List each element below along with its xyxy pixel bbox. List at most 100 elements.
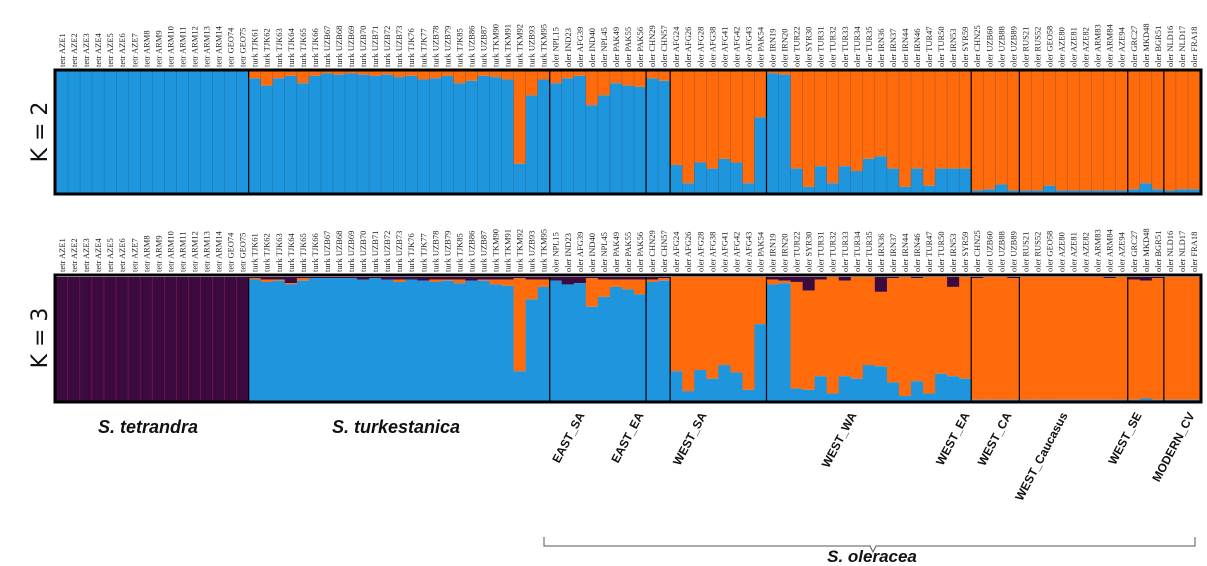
k2-bar-orange [1127,71,1141,190]
k2-bar-orange [1187,71,1201,190]
k2-sample-label: oler IRN36 [876,29,886,67]
k3-sample-label: oler TUR32 [828,231,838,272]
k2-bar-blue [1175,189,1189,193]
k3-label: K = 3 [28,308,53,369]
k3-bar-orange [658,278,671,281]
k3-bar-blue [465,280,478,401]
k2-bar-blue [1031,190,1044,193]
k2-bar-blue [718,158,731,193]
k3-sample-label: tetr ARM8 [141,235,151,272]
k3-bar-orange [272,279,286,281]
k2-sample-label: oler PAK54 [755,26,765,67]
k2-bar-orange [862,71,876,159]
k3-bar-orange [1175,277,1189,400]
k3-bar-blue [947,376,960,401]
k3-sample-label: turk TKM91 [503,229,513,272]
k3-bar-purple [1151,277,1165,279]
k3-sample-label: oler MKD48 [1141,228,1151,272]
k2-bar-blue [1163,190,1177,193]
k2-bar-orange [405,71,418,76]
k3-bar-orange [441,279,454,281]
k3-sample-label: oler CHN29 [647,230,657,272]
k2-sample-label: oler IRN44 [900,28,910,67]
k2-sample-label: oler NPL15 [551,27,561,67]
k3-bar-purple [441,277,454,280]
k2-bar-blue [357,74,370,193]
k2-sample-label: oler AFG38 [707,27,717,67]
k3-sample-labels: tetr AZE1 tetr AZE2 tetr AZE3 tetr AZE4 tetr… [57,228,1199,272]
k2-bar-orange [272,71,286,79]
k3-bar-blue [272,280,286,401]
k3-bar-purple [68,277,81,401]
k3-bar-blue [706,378,719,401]
k3-bar-blue [477,280,490,401]
k3-bar-blue [634,294,647,401]
k3-bar-orange [1031,277,1044,400]
k2-bar-blue [995,184,1008,193]
k2-sample-labels: tetr AZE1 tetr AZE2 tetr AZE3 tetr AZE4 tetr… [57,23,1199,67]
k2-panel: K = 2 [28,68,1203,196]
k2-bar-orange [874,71,888,157]
k2-bar-blue [128,71,141,193]
k3-bar-purple [296,277,310,279]
k2-sample-label: tetr ARM10 [165,26,175,67]
k3-bar-blue [441,280,454,401]
k2-bar-blue [1091,190,1104,193]
k2-bar-orange [369,71,382,76]
k3-bar-purple [284,277,298,284]
k2-bars [56,71,1201,193]
k2-bar-blue [923,185,936,193]
k2-sample-label: oler IRN37 [888,29,898,67]
k2-bar-orange [429,71,442,79]
k3-bar-orange [995,277,1008,400]
k2-bar-blue [1019,190,1032,193]
k3-bar-blue [670,371,683,401]
k2-bar-orange [706,71,719,169]
k3-sample-label: turk TJK63 [274,233,284,272]
k2-bar-blue [814,166,827,193]
k3-bar-blue [983,399,996,401]
k2-bar-blue [1043,185,1056,193]
k3-panel: K = 3 [28,273,1203,404]
k3-sample-label: oler IRN53 [948,234,958,272]
k3-sample-label: oler IRN19 [768,234,778,272]
k3-bar-blue [766,284,779,401]
k3-bar-blue [742,389,755,401]
k3-bar-blue [621,289,635,401]
k2-bar-orange [694,71,707,163]
k2-bar-blue [694,162,707,193]
k3-sample-label: oler IRN37 [888,234,898,272]
group-label: WEST_CA [975,410,1015,469]
k2-group-separators [67,71,1189,193]
k2-bar-orange [790,71,803,169]
oleracea-bracket [543,537,1196,554]
k2-bar-blue [850,171,864,193]
k3-sample-label: oler AFG43 [743,232,753,272]
k2-bar-orange [501,71,514,80]
k2-sample-label: oler TUR34 [852,26,862,67]
k3-bar-orange [802,290,815,390]
k3-bar-orange [1127,279,1141,400]
k2-bar-orange [621,71,635,86]
k3-bar-blue [1067,399,1080,401]
k2-bar-blue [320,73,334,193]
k2-sample-label: turk TKM95 [539,24,549,67]
k3-bar-orange [1151,278,1165,400]
k3-bar-orange [971,278,984,400]
k3-sample-label: turk TJK85 [454,233,464,272]
k3-bar-blue [248,279,262,401]
k2-sample-label: tetr ARM11 [177,26,187,67]
k2-bar-orange [332,71,346,75]
k2-bar-blue [501,79,514,193]
k2-sample-label: oler SYR30 [804,27,814,67]
k2-bar-orange [1043,71,1056,186]
k2-sample-label: turk UZB70 [358,26,368,67]
k2-bar-blue [1055,190,1068,193]
k2-bar-blue [838,166,852,193]
k3-bar-purple [814,277,827,280]
k2-sample-label: turk UZB68 [334,26,344,67]
k3-bar-orange [874,291,888,367]
k3-sample-label: turk TKM92 [515,229,525,272]
group-label: WEST_Caucasus [1012,410,1071,503]
k2-bar-blue [176,71,189,193]
